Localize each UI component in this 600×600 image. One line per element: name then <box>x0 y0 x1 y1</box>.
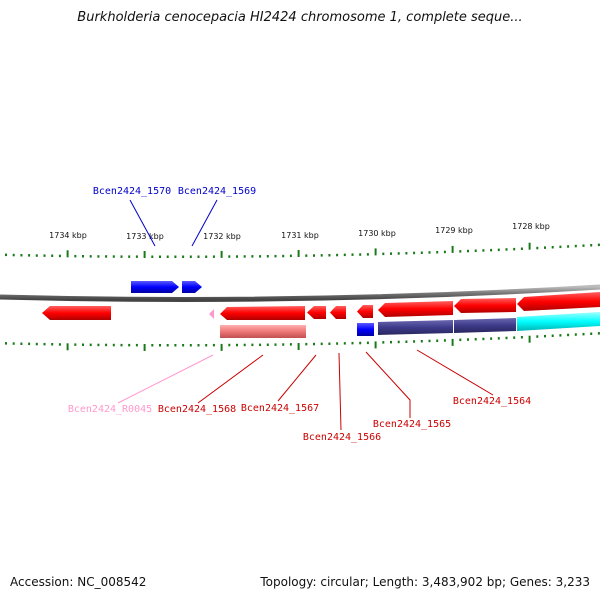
leader-line-1568 <box>197 354 264 404</box>
map-title: Burkholderia cenocepacia HI2424 chromoso… <box>77 10 523 25</box>
gene-label-1570[interactable]: Bcen2424_1570 <box>93 186 171 197</box>
gene-bcen2424-1564-b[interactable] <box>454 298 516 313</box>
gene-label-r0045[interactable]: Bcen2424_R0045 <box>68 404 152 415</box>
leader-line-1564 <box>416 349 494 396</box>
axis-label-1730: 1730 kbp <box>358 229 396 238</box>
gene-label-1564[interactable]: Bcen2424_1564 <box>453 396 531 407</box>
gene-bcen2424-1567[interactable] <box>307 306 326 319</box>
gene-bcen2424-r0045[interactable] <box>209 309 214 319</box>
rna-product-bar[interactable] <box>220 325 306 338</box>
protein-product-navy-a[interactable] <box>378 320 453 335</box>
protein-product-cyan[interactable] <box>517 312 600 331</box>
gene-bcen2424-1570[interactable] <box>131 281 179 293</box>
tick-row-bottom <box>5 332 600 351</box>
gene-bcen2424-1569[interactable] <box>182 281 202 293</box>
gene-reverse-left[interactable] <box>42 306 111 320</box>
axis-label-1732: 1732 kbp <box>203 232 241 241</box>
gene-label-1567[interactable]: Bcen2424_1567 <box>241 403 319 414</box>
gene-bcen2424-1564-a[interactable] <box>378 301 453 317</box>
leader-line-1570 <box>129 199 156 247</box>
axis-label-1728: 1728 kbp <box>512 222 550 231</box>
gene-label-1569[interactable]: Bcen2424_1569 <box>178 186 256 197</box>
chromosome-backbone <box>0 284 600 302</box>
gene-bcen2424-1568[interactable] <box>220 306 305 320</box>
axis-label-1733: 1733 kbp <box>126 232 164 241</box>
axis-label-1731: 1731 kbp <box>281 231 319 240</box>
gene-label-1566[interactable]: Bcen2424_1566 <box>303 432 381 443</box>
leader-line-1565 <box>365 351 411 418</box>
axis-label-1734: 1734 kbp <box>49 231 87 240</box>
gene-bcen2424-1565[interactable] <box>357 305 373 318</box>
leader-line-r0045 <box>117 354 214 404</box>
axis-label-1729: 1729 kbp <box>435 226 473 235</box>
gene-label-1568[interactable]: Bcen2424_1568 <box>158 404 236 415</box>
genome-summary: Topology: circular; Length: 3,483,902 bp… <box>260 575 590 589</box>
leader-line-1567 <box>277 354 317 402</box>
leader-line-1569 <box>191 199 218 247</box>
leader-line-1566 <box>338 352 342 431</box>
gene-reverse-right[interactable] <box>517 292 600 311</box>
tick-row-top <box>5 242 600 258</box>
gene-label-1565[interactable]: Bcen2424_1565 <box>373 419 451 430</box>
protein-product-navy-b[interactable] <box>454 318 516 333</box>
gene-bcen2424-1566[interactable] <box>330 306 346 319</box>
protein-product-blue[interactable] <box>357 323 374 336</box>
accession-label: Accession: NC_008542 <box>10 575 147 589</box>
